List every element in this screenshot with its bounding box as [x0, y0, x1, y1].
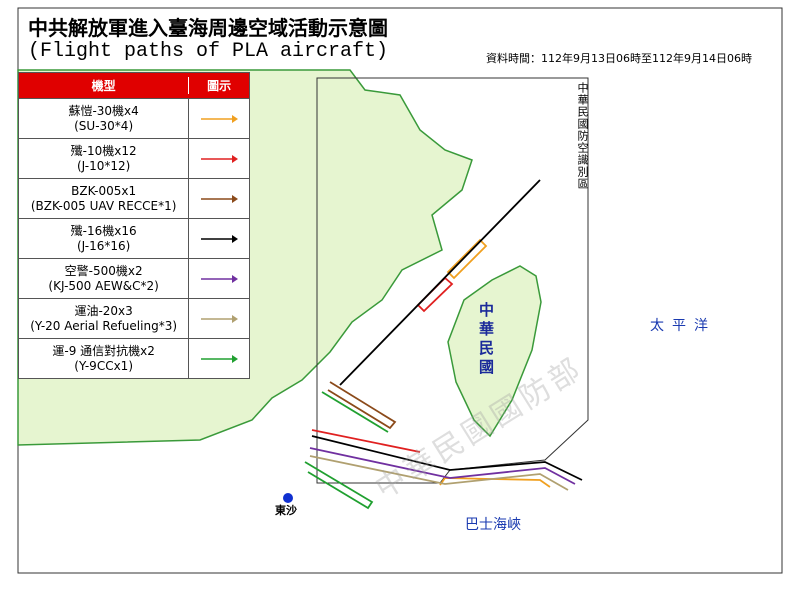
adiz-label: 中華民國防空識別區 [576, 82, 589, 190]
legend-text: 運-9 通信對抗機x2 (Y-9CCx1) [19, 339, 188, 378]
legend-icon-cell [188, 259, 249, 298]
legend-icon-cell [188, 299, 249, 338]
legend-arrow [201, 234, 239, 243]
bashi-label: 巴士海峽 [465, 517, 521, 533]
flight-path [339, 179, 541, 386]
dongsha-label: 東沙 [275, 504, 297, 517]
adiz-boundary [316, 77, 589, 484]
subtitle: (Flight paths of PLA aircraft) [28, 40, 389, 63]
legend-row: 空警-500機x2 (KJ-500 AEW&C*2) [19, 258, 249, 298]
flight-path [416, 276, 454, 313]
legend-arrow [201, 154, 239, 163]
legend-icon-cell [188, 139, 249, 178]
legend-name-en: (BZK-005 UAV RECCE*1) [30, 198, 177, 213]
flight-path [304, 461, 374, 510]
legend-header: 機型 圖示 [19, 73, 249, 98]
legend-row: 蘇愷-30機x4 (SU-30*4) [19, 98, 249, 138]
time-range: 資料時間：112年9月13日06時至112年9月14日06時 [486, 52, 752, 65]
legend-row: 運油-20x3 (Y-20 Aerial Refueling*3) [19, 298, 249, 338]
legend-arrow-head [232, 114, 239, 123]
legend-name-zh: 空警-500機x2 [64, 263, 143, 278]
legend-name-en: (Y-9CCx1) [74, 358, 133, 373]
legend-name-zh: BZK-005x1 [71, 183, 137, 198]
taiwan-island [447, 265, 542, 438]
legend-col-icon: 圖示 [188, 77, 249, 94]
legend: 機型 圖示 蘇愷-30機x4 (SU-30*4) 殲-10機x12 (J-10*12)… [18, 72, 250, 379]
legend-arrow [201, 274, 239, 283]
legend-text: 空警-500機x2 (KJ-500 AEW&C*2) [19, 259, 188, 298]
flight-path [327, 381, 397, 430]
flight-path [309, 447, 576, 485]
legend-arrow-head [232, 354, 239, 363]
legend-arrow [201, 354, 239, 363]
taiwan-label: 中華民國 [477, 302, 495, 378]
legend-row: 運-9 通信對抗機x2 (Y-9CCx1) [19, 338, 249, 378]
dongsha-marker [283, 493, 293, 503]
legend-arrow [201, 314, 239, 323]
legend-icon-cell [188, 99, 249, 138]
flight-paths [304, 179, 583, 510]
legend-text: 殲-10機x12 (J-10*12) [19, 139, 188, 178]
pacific-label: 太平洋 [650, 318, 716, 334]
legend-arrow [201, 114, 239, 123]
flight-path [311, 429, 421, 453]
legend-icon-cell [188, 179, 249, 218]
legend-row: 殲-16機x16 (J-16*16) [19, 218, 249, 258]
legend-name-en: (SU-30*4) [74, 118, 134, 133]
legend-name-zh: 運油-20x3 [74, 303, 133, 318]
legend-name-en: (KJ-500 AEW&C*2) [48, 278, 159, 293]
legend-icon-cell [188, 339, 249, 378]
legend-arrow-head [232, 194, 239, 203]
legend-row: 殲-10機x12 (J-10*12) [19, 138, 249, 178]
legend-name-en: (J-16*16) [76, 238, 131, 253]
flight-path [311, 435, 583, 481]
legend-text: BZK-005x1 (BZK-005 UAV RECCE*1) [19, 179, 188, 218]
legend-arrow [201, 194, 239, 203]
legend-text: 運油-20x3 (Y-20 Aerial Refueling*3) [19, 299, 188, 338]
legend-col-type: 機型 [91, 79, 116, 93]
legend-name-zh: 蘇愷-30機x4 [68, 103, 139, 118]
legend-name-en: (Y-20 Aerial Refueling*3) [30, 318, 178, 333]
legend-arrow-head [232, 314, 239, 323]
flight-path [321, 391, 389, 433]
legend-row: BZK-005x1 (BZK-005 UAV RECCE*1) [19, 178, 249, 218]
legend-name-en: (J-10*12) [76, 158, 131, 173]
legend-name-zh: 運-9 通信對抗機x2 [52, 343, 155, 358]
legend-icon-cell [188, 219, 249, 258]
legend-name-zh: 殲-10機x12 [70, 143, 137, 158]
legend-name-zh: 殲-16機x16 [70, 223, 137, 238]
legend-text: 殲-16機x16 (J-16*16) [19, 219, 188, 258]
legend-arrow-head [232, 154, 239, 163]
title: 中共解放軍進入臺海周邊空域活動示意圖 [28, 16, 388, 40]
legend-arrow-head [232, 274, 239, 283]
flight-path [309, 455, 569, 491]
legend-text: 蘇愷-30機x4 (SU-30*4) [19, 99, 188, 138]
legend-arrow-head [232, 234, 239, 243]
flight-path [446, 238, 488, 280]
